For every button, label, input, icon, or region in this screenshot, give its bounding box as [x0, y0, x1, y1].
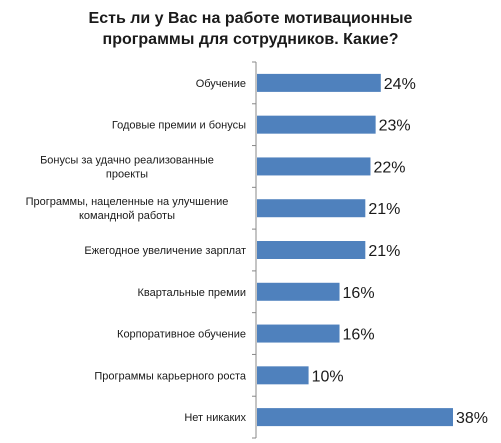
data-label-7: 16% — [343, 327, 375, 344]
data-label-4: 21% — [368, 201, 400, 218]
data-label-2: 23% — [379, 118, 411, 135]
category-label-8: Программы карьерного роста — [94, 370, 247, 382]
category-label-line: командной работы — [79, 210, 175, 222]
data-label-6: 16% — [343, 285, 375, 302]
category-label-6: Квартальные премии — [137, 287, 246, 299]
category-label-9: Нет никаких — [184, 412, 246, 424]
bar-8 — [257, 366, 309, 385]
category-label-1: Обучение — [196, 78, 246, 90]
bar-3 — [257, 157, 371, 176]
data-label-3: 22% — [373, 159, 405, 176]
data-label-1: 24% — [384, 76, 416, 93]
category-label-line: Бонусы за удачно реализованные — [40, 154, 214, 166]
category-label-line: Нет никаких — [184, 412, 246, 424]
bar-6 — [257, 282, 340, 301]
chart-title: Есть ли у Вас на работе мотивационные пр… — [0, 8, 501, 50]
category-label-line: Программы карьерного роста — [94, 370, 247, 382]
data-label-9: 38% — [456, 410, 488, 427]
category-label-2: Годовые премии и бонусы — [112, 120, 246, 132]
category-label-line: проекты — [106, 168, 148, 180]
category-label-7: Корпоративное обучение — [117, 329, 246, 341]
category-label-5: Ежегодное увеличение зарплат — [84, 245, 246, 257]
data-label-5: 21% — [368, 243, 400, 260]
bar-1 — [257, 73, 381, 92]
category-label-3: Бонусы за удачно реализованные проекты — [40, 154, 214, 180]
bar-7 — [257, 324, 340, 343]
bar-5 — [257, 241, 366, 259]
chart-title-line-1: Есть ли у Вас на работе мотивационные — [88, 10, 413, 27]
bar-2 — [257, 115, 376, 134]
chart-title-line-2: программы для сотрудников. Какие? — [102, 31, 399, 48]
category-label-line: Корпоративное обучение — [117, 329, 246, 341]
category-label-4: Программы, нацеленные на улучшение команд… — [26, 196, 229, 222]
category-label-line: Годовые премии и бонусы — [112, 120, 246, 132]
data-label-8: 10% — [312, 368, 344, 385]
category-label-line: Программы, нацеленные на улучшение — [26, 196, 229, 208]
bar-9 — [257, 408, 453, 427]
category-label-line: Обучение — [196, 78, 246, 90]
bar-4 — [257, 199, 366, 218]
category-label-line: Ежегодное увеличение зарплат — [84, 245, 246, 257]
category-label-line: Квартальные премии — [137, 287, 246, 299]
